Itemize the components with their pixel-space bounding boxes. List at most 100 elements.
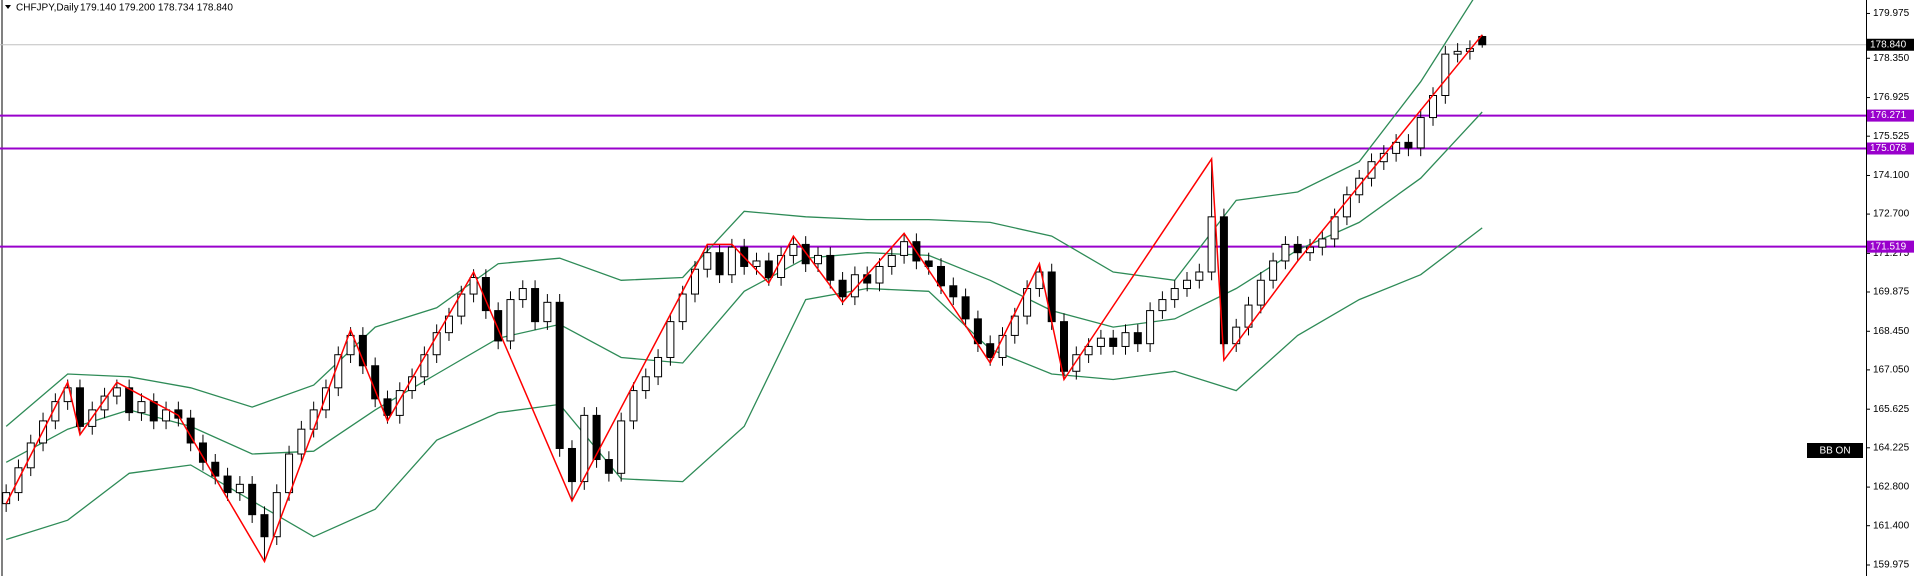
level-tag-label: 171.519 xyxy=(1870,241,1907,252)
candle-body xyxy=(654,356,663,378)
indicator-box[interactable] xyxy=(1807,443,1863,458)
candle-body xyxy=(567,447,576,483)
candle-body xyxy=(321,387,330,411)
candle-body xyxy=(703,252,712,270)
candle-body xyxy=(1330,216,1339,240)
indicator-label: BB ON xyxy=(1819,446,1850,457)
candle-body xyxy=(1047,271,1056,323)
y-tick-label: 172.700 xyxy=(1873,209,1910,220)
candle-body xyxy=(789,243,798,256)
candle-body xyxy=(1060,321,1069,372)
candle-body xyxy=(1195,271,1204,281)
candle-body xyxy=(961,296,970,320)
candle-body xyxy=(752,260,761,267)
candle-body xyxy=(1379,152,1388,163)
candle-body xyxy=(149,401,158,422)
candle-body xyxy=(678,293,687,323)
candle-body xyxy=(100,395,109,411)
candle-body xyxy=(260,514,269,538)
candle-body xyxy=(506,299,515,342)
candle-body xyxy=(936,265,945,287)
y-tick-label: 167.050 xyxy=(1873,365,1910,376)
candle-body xyxy=(1392,141,1401,154)
candle-body xyxy=(826,254,835,281)
candle-body xyxy=(1109,337,1118,347)
y-tick-label: 171.275 xyxy=(1873,248,1910,259)
candle-body xyxy=(1084,345,1093,356)
level-tag-label: 175.078 xyxy=(1870,143,1907,154)
candle-body xyxy=(518,288,527,301)
candle-body xyxy=(764,260,773,279)
candle-body xyxy=(986,343,995,358)
y-tick-label: 159.975 xyxy=(1873,560,1910,571)
candle-body xyxy=(137,401,146,414)
candle-body xyxy=(1256,279,1265,306)
candle-body xyxy=(1183,279,1192,290)
candle-body xyxy=(900,241,909,256)
candle-body xyxy=(1318,238,1327,248)
current-price-tag xyxy=(1867,38,1914,51)
candle-body xyxy=(580,414,589,483)
candle-body xyxy=(666,321,675,358)
y-tick-label: 174.100 xyxy=(1873,170,1910,181)
y-tick-label: 161.400 xyxy=(1873,520,1910,531)
y-tick-label: 162.800 xyxy=(1873,482,1910,493)
candle-body xyxy=(346,334,355,356)
candle-body xyxy=(875,265,884,284)
candle-body xyxy=(371,365,380,400)
plot-area xyxy=(0,0,1866,564)
candle-body xyxy=(887,254,896,267)
candle-body xyxy=(297,428,306,455)
candle-body xyxy=(1146,310,1155,345)
zigzag xyxy=(5,34,1483,564)
candle-body xyxy=(543,301,552,323)
y-tick-label: 175.525 xyxy=(1873,131,1910,142)
candle-body xyxy=(1416,117,1425,149)
candle-body xyxy=(1453,50,1462,55)
candle-body xyxy=(838,279,847,298)
y-tick-label: 178.350 xyxy=(1873,53,1910,64)
candle-body xyxy=(211,461,220,477)
candle-body xyxy=(1404,141,1413,149)
candle-body xyxy=(51,401,60,422)
candle-body xyxy=(1219,216,1228,345)
candle-body xyxy=(395,390,404,416)
candle-body xyxy=(604,459,613,474)
candle-body xyxy=(813,254,822,265)
candle-body xyxy=(850,274,859,298)
y-tick-label: 165.625 xyxy=(1873,404,1910,415)
candle-body xyxy=(112,387,121,397)
candle-body xyxy=(1293,243,1302,254)
candle-body xyxy=(1441,53,1450,96)
y-tick-label: 164.225 xyxy=(1873,442,1910,453)
candle-body xyxy=(235,483,244,494)
candle-body xyxy=(1170,288,1179,301)
level-tag xyxy=(1867,240,1914,253)
candle-body xyxy=(1121,332,1130,347)
candle-body xyxy=(1010,315,1019,336)
candle-body xyxy=(629,390,638,422)
candle-body xyxy=(383,398,392,416)
candle-body xyxy=(309,409,318,430)
candle-body xyxy=(285,453,294,494)
candle-body xyxy=(272,492,281,538)
level-tag xyxy=(1867,109,1914,122)
price-axis: 179.975 178.350 176.925 175.525 174.100 172.7… xyxy=(1866,8,1914,571)
candle-body xyxy=(531,288,540,323)
level-tag-label: 176.271 xyxy=(1870,110,1907,121)
candle-body xyxy=(1207,216,1216,273)
candle-body xyxy=(1281,243,1290,262)
menu-arrow[interactable] xyxy=(5,5,11,9)
candle-body xyxy=(469,277,478,295)
candle-body xyxy=(949,285,958,298)
candle-body xyxy=(420,354,429,378)
y-tick-label: 168.450 xyxy=(1873,326,1910,337)
header-ohlc: 179.140 179.200 178.734 178.840 xyxy=(80,3,233,14)
bollinger-upper xyxy=(5,0,1474,427)
candle-body xyxy=(801,243,810,265)
candle-body xyxy=(432,332,441,356)
candle-body xyxy=(617,420,626,474)
candle-body xyxy=(162,409,171,422)
